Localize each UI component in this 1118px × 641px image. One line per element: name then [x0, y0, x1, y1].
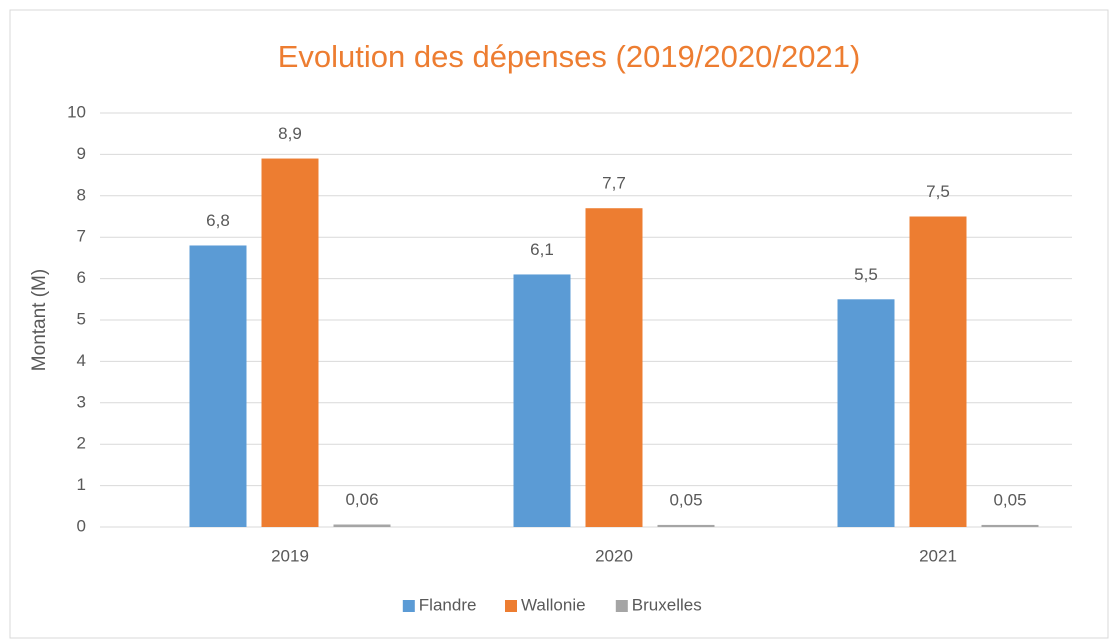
data-label: 6,1 — [530, 240, 554, 259]
x-tick-label: 2019 — [271, 546, 309, 565]
legend-label: Wallonie — [521, 595, 586, 614]
bar — [585, 208, 643, 527]
y-tick-label: 8 — [77, 185, 86, 204]
x-tick-label: 2021 — [919, 546, 957, 565]
y-axis-label: Montant (M) — [29, 269, 50, 371]
bar — [657, 524, 715, 527]
y-tick-label: 9 — [77, 144, 86, 163]
y-tick-label: 0 — [77, 516, 86, 535]
y-tick-label: 1 — [77, 475, 86, 494]
y-tick-label: 7 — [77, 227, 86, 246]
bar — [981, 524, 1039, 527]
legend-label: Bruxelles — [632, 595, 702, 614]
legend-swatch — [402, 600, 415, 612]
y-tick-label: 2 — [77, 434, 86, 453]
data-label: 6,8 — [206, 211, 230, 230]
legend-swatch — [615, 600, 628, 612]
data-label: 5,5 — [854, 265, 878, 284]
data-label: 0,05 — [669, 490, 702, 509]
bar — [189, 245, 247, 528]
y-tick-label: 4 — [77, 351, 86, 370]
bar — [513, 274, 571, 527]
data-label: 7,5 — [926, 182, 950, 201]
data-label: 0,05 — [993, 490, 1026, 509]
legend-swatch — [505, 600, 517, 612]
x-tick-label: 2020 — [595, 546, 633, 565]
y-tick-label: 3 — [77, 392, 86, 411]
y-tick-label: 6 — [77, 268, 86, 287]
data-label: 0,06 — [345, 490, 378, 509]
y-tick-label: 10 — [67, 102, 86, 121]
legend-label: Flandre — [419, 595, 477, 614]
bar — [333, 524, 391, 527]
bar — [909, 216, 967, 527]
chart-title: Evolution des dépenses (2019/2020/2021) — [278, 39, 861, 74]
data-label: 7,7 — [602, 174, 626, 193]
data-label: 8,9 — [278, 124, 302, 143]
bar — [837, 299, 895, 527]
y-tick-label: 5 — [77, 309, 86, 328]
bar — [261, 158, 319, 528]
